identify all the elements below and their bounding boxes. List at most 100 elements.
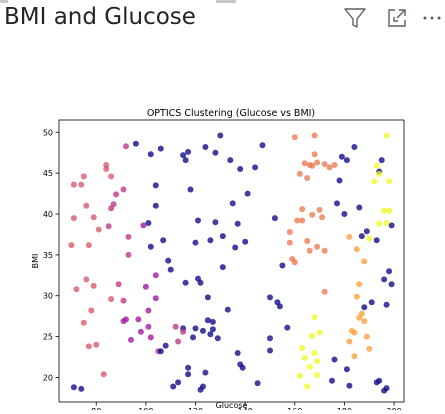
data-point xyxy=(192,325,199,332)
data-point xyxy=(212,149,219,156)
data-point xyxy=(363,333,370,340)
data-point xyxy=(70,181,77,188)
data-point xyxy=(346,338,353,345)
data-point xyxy=(90,214,97,221)
data-point xyxy=(152,182,159,189)
data-point xyxy=(170,383,177,390)
data-point xyxy=(229,200,236,207)
data-point xyxy=(157,145,164,152)
data-point xyxy=(88,307,95,314)
top-strip-segment xyxy=(0,0,8,3)
data-point xyxy=(160,237,167,244)
data-point xyxy=(120,186,127,193)
data-point xyxy=(331,162,338,168)
data-point xyxy=(351,144,358,150)
more-options-button[interactable] xyxy=(420,4,444,32)
data-point xyxy=(200,383,206,390)
data-point xyxy=(105,223,112,230)
data-point xyxy=(73,286,80,293)
data-point xyxy=(304,175,311,181)
x-axis-label: Glucose xyxy=(216,401,248,410)
data-point xyxy=(321,161,328,168)
data-point xyxy=(373,162,380,169)
data-point xyxy=(252,164,259,171)
data-point xyxy=(202,369,209,376)
data-point xyxy=(123,143,129,150)
data-point xyxy=(373,379,380,386)
data-point xyxy=(353,246,360,253)
data-point xyxy=(388,281,395,288)
y-tick-label: 50 xyxy=(43,128,53,137)
data-point xyxy=(219,264,226,271)
chart-title: OPTICS Clustering (Glucose vs BMI) xyxy=(147,108,315,119)
data-point xyxy=(329,377,335,384)
data-point xyxy=(204,294,211,301)
points-layer xyxy=(68,132,395,394)
y-ticks: 20 25 30 35 40 45 50 xyxy=(43,128,59,382)
data-point xyxy=(284,324,291,331)
data-point xyxy=(279,262,286,269)
data-point xyxy=(363,228,370,235)
data-point xyxy=(152,272,159,279)
data-point xyxy=(336,177,343,184)
top-strip-segment xyxy=(216,0,236,3)
data-point xyxy=(314,243,321,250)
data-point xyxy=(383,385,390,392)
data-point xyxy=(309,332,316,339)
data-point xyxy=(185,148,192,155)
data-point xyxy=(85,242,92,249)
data-point xyxy=(207,237,214,244)
data-point xyxy=(219,233,226,240)
data-point xyxy=(271,215,278,222)
data-point xyxy=(346,233,353,240)
focus-mode-button[interactable] xyxy=(384,4,410,32)
data-point xyxy=(296,170,303,177)
data-point xyxy=(276,303,283,310)
data-point xyxy=(172,323,179,330)
data-point xyxy=(301,354,308,361)
data-point xyxy=(145,307,152,314)
data-point xyxy=(85,343,92,350)
data-point xyxy=(381,276,388,283)
data-point xyxy=(294,217,301,224)
data-point xyxy=(299,217,306,224)
data-point xyxy=(83,202,90,209)
data-point xyxy=(100,371,107,378)
data-point xyxy=(80,173,87,180)
data-point xyxy=(78,385,85,392)
axes-frame xyxy=(58,119,405,403)
y-tick-label: 40 xyxy=(43,210,53,219)
filter-button[interactable] xyxy=(342,4,368,32)
data-point xyxy=(185,364,192,371)
data-point xyxy=(358,233,365,240)
data-point xyxy=(286,229,293,235)
data-point xyxy=(368,299,375,306)
data-point xyxy=(321,247,328,254)
data-point xyxy=(70,384,77,391)
focus-mode-icon xyxy=(388,9,406,27)
data-point xyxy=(296,372,303,379)
data-point xyxy=(353,293,360,300)
data-point xyxy=(147,243,154,250)
data-point xyxy=(108,296,115,302)
y-tick-label: 45 xyxy=(43,169,53,178)
data-point xyxy=(376,170,383,177)
data-point xyxy=(110,201,117,208)
data-point xyxy=(103,162,110,168)
data-point xyxy=(175,379,182,386)
data-point xyxy=(299,206,306,213)
data-point xyxy=(366,235,373,242)
data-point xyxy=(331,356,338,363)
data-point xyxy=(128,336,134,343)
data-point xyxy=(80,319,87,326)
data-point xyxy=(306,247,313,254)
data-point xyxy=(239,364,246,371)
data-point xyxy=(309,162,316,169)
data-point xyxy=(197,279,204,286)
data-point xyxy=(351,329,358,336)
y-tick-label: 20 xyxy=(43,373,53,382)
data-point xyxy=(152,202,159,209)
more-options-icon xyxy=(423,16,441,20)
data-point xyxy=(341,211,348,217)
visual-top-strip xyxy=(0,0,445,4)
